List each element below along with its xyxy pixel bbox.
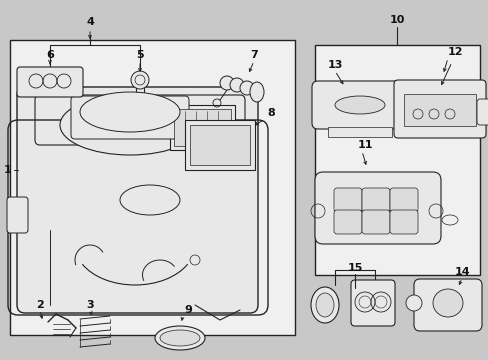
Ellipse shape xyxy=(160,330,200,346)
Bar xyxy=(174,109,230,146)
Ellipse shape xyxy=(334,96,384,114)
FancyBboxPatch shape xyxy=(311,81,407,129)
Ellipse shape xyxy=(155,326,204,350)
FancyBboxPatch shape xyxy=(393,80,485,138)
Text: 2: 2 xyxy=(36,300,44,310)
Circle shape xyxy=(405,295,421,311)
Text: 10: 10 xyxy=(388,15,404,25)
Circle shape xyxy=(229,78,244,92)
Text: 14: 14 xyxy=(454,267,470,277)
Ellipse shape xyxy=(249,82,264,102)
Circle shape xyxy=(240,81,253,95)
Text: 13: 13 xyxy=(326,60,342,70)
FancyBboxPatch shape xyxy=(71,96,189,139)
FancyBboxPatch shape xyxy=(17,67,83,97)
Bar xyxy=(327,127,391,137)
Bar xyxy=(314,45,479,275)
FancyBboxPatch shape xyxy=(333,188,361,212)
FancyBboxPatch shape xyxy=(389,188,417,212)
Ellipse shape xyxy=(315,293,333,317)
Bar xyxy=(184,120,254,170)
Bar xyxy=(170,105,235,150)
FancyBboxPatch shape xyxy=(350,280,394,326)
Ellipse shape xyxy=(80,92,180,132)
Text: 12: 12 xyxy=(447,47,462,57)
Text: 6: 6 xyxy=(46,50,54,60)
FancyBboxPatch shape xyxy=(361,210,389,234)
FancyBboxPatch shape xyxy=(314,172,440,244)
FancyBboxPatch shape xyxy=(361,188,389,212)
FancyBboxPatch shape xyxy=(35,95,244,145)
Ellipse shape xyxy=(60,95,200,155)
Ellipse shape xyxy=(310,287,338,323)
Ellipse shape xyxy=(432,289,462,317)
FancyBboxPatch shape xyxy=(17,87,258,313)
Circle shape xyxy=(131,71,149,89)
FancyBboxPatch shape xyxy=(476,99,488,125)
Bar xyxy=(403,94,475,126)
FancyBboxPatch shape xyxy=(389,210,417,234)
FancyBboxPatch shape xyxy=(413,279,481,331)
Text: 1: 1 xyxy=(4,165,12,175)
FancyBboxPatch shape xyxy=(7,197,28,233)
Bar xyxy=(190,125,249,165)
FancyBboxPatch shape xyxy=(333,210,361,234)
Text: 3: 3 xyxy=(86,300,94,310)
Bar xyxy=(10,40,294,335)
Text: 8: 8 xyxy=(266,108,274,118)
Text: 4: 4 xyxy=(86,17,94,27)
Circle shape xyxy=(220,76,234,90)
Text: 11: 11 xyxy=(357,140,372,150)
Text: 5: 5 xyxy=(136,50,143,60)
Text: 9: 9 xyxy=(183,305,192,315)
Text: 15: 15 xyxy=(346,263,362,273)
Text: 7: 7 xyxy=(250,50,257,60)
